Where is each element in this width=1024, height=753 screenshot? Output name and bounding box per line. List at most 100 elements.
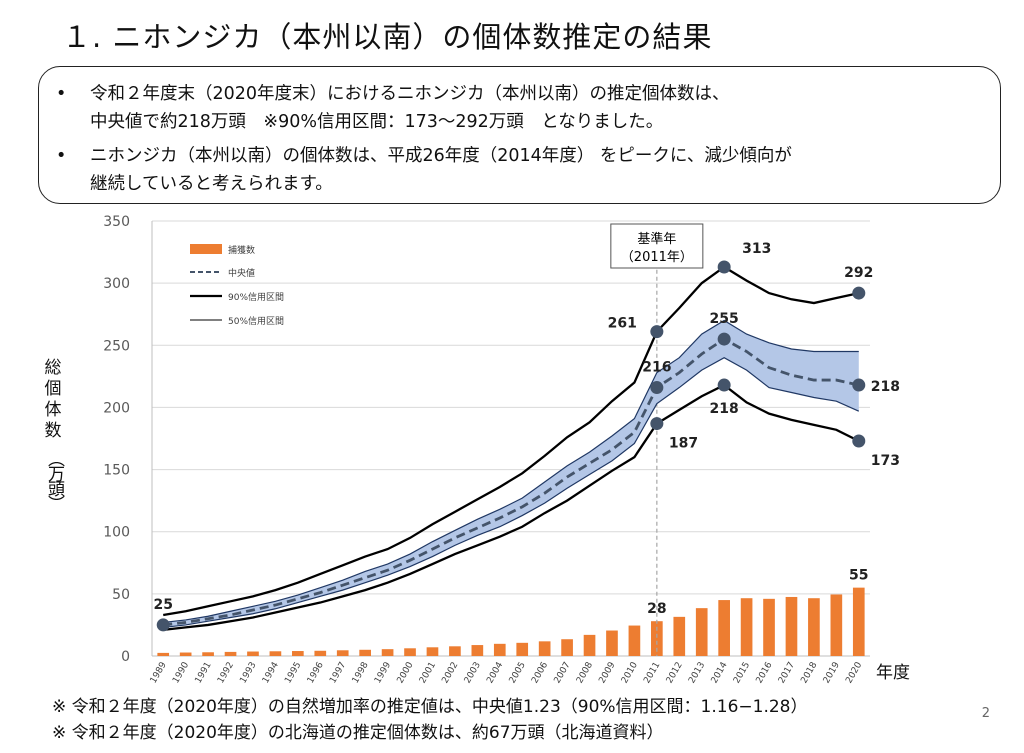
bar	[830, 594, 843, 656]
x-tick-label: 1989	[149, 660, 169, 685]
bar	[785, 596, 798, 656]
reference-label: （2011年）	[621, 250, 693, 265]
footnote-2: ※ 令和２年度（2020年度）の北海道の推定個体数は、約67万頭（北海道資料）	[52, 723, 664, 743]
bar	[493, 643, 506, 656]
data-point-label: 261	[608, 316, 637, 332]
reference-box	[610, 223, 704, 269]
data-point-label: 216	[642, 360, 671, 376]
summary-bullet-1: • 令和２年度末（2020年度末）におけるニホンジカ（本州以南）の推定個体数は、…	[56, 80, 730, 136]
bar	[763, 598, 775, 656]
y-axis-unit: （万頭）	[44, 450, 64, 510]
data-point-label: 255	[710, 311, 739, 327]
x-axis-label: 年度	[876, 663, 910, 683]
bar	[673, 616, 686, 656]
bar	[808, 598, 820, 656]
bar	[381, 649, 394, 656]
x-tick-label: 1995	[283, 661, 303, 686]
bar	[157, 652, 170, 656]
bar	[628, 625, 641, 656]
bar	[202, 652, 214, 656]
x-tick-label: 2011	[642, 661, 662, 686]
summary-bullet-1-line-1: 令和２年度末（2020年度末）におけるニホンジカ（本州以南）の推定個体数は、	[90, 84, 730, 104]
x-tick-label: 1996	[306, 660, 326, 685]
x-tick-label: 1991	[194, 661, 214, 686]
data-point-label: 218	[871, 379, 900, 395]
bar	[651, 621, 663, 656]
bar	[247, 651, 259, 656]
x-tick-label: 1998	[351, 660, 371, 685]
bar	[224, 651, 237, 656]
x-tick-label: 2004	[485, 660, 505, 685]
page-number: 2	[981, 706, 990, 721]
y-tick-label: 200	[103, 400, 130, 416]
bar	[718, 600, 730, 656]
x-tick-label: 2018	[799, 660, 819, 685]
data-point-marker	[650, 381, 664, 395]
bar	[426, 647, 439, 656]
data-point-marker	[852, 286, 866, 300]
y-tick-label: 150	[103, 463, 130, 479]
data-point-label: 313	[742, 241, 771, 257]
bar	[336, 650, 349, 656]
data-point-marker	[852, 434, 866, 448]
data-point-label: 187	[669, 436, 698, 452]
data-point-label: 173	[871, 453, 900, 469]
y-axis-label-char: 個	[44, 379, 62, 399]
x-tick-label: 2005	[508, 661, 528, 686]
bar	[404, 648, 416, 656]
y-axis-label: 総 個 体 数 （万頭）	[42, 358, 64, 510]
data-point-marker	[156, 618, 170, 632]
x-tick-label: 2006	[530, 660, 550, 685]
y-axis-label-char: 数	[44, 421, 62, 441]
y-tick-label: 250	[103, 338, 130, 354]
bar	[359, 649, 371, 656]
legend-swatch-bar	[190, 244, 222, 254]
data-point-marker	[717, 332, 731, 346]
x-tick-label: 2001	[418, 661, 438, 686]
bullet-dot: •	[56, 84, 67, 104]
bar-value-label: 28	[647, 601, 666, 617]
series-90-lower	[163, 383, 860, 632]
data-point-marker	[717, 260, 731, 274]
data-point-marker	[852, 378, 866, 392]
x-tick-label: 2008	[575, 660, 595, 685]
summary-bullet-2-line-2: 継続していると考えられます。	[90, 174, 333, 194]
bar	[449, 646, 461, 656]
bullet-dot: •	[56, 146, 67, 166]
summary-box	[38, 66, 1001, 204]
summary-bullet-2: • ニホンジカ（本州以南）の個体数は、平成26年度（2014年度） をピークに、…	[56, 142, 792, 198]
bar	[606, 630, 618, 656]
x-tick-label: 2015	[732, 661, 752, 686]
x-tick-label: 2007	[553, 661, 573, 686]
data-point-marker	[717, 378, 731, 392]
x-tick-label: 2009	[597, 660, 617, 685]
x-tick-label: 1999	[373, 660, 393, 685]
bar	[852, 587, 865, 656]
y-tick-label: 50	[112, 587, 130, 603]
footnote-1: ※ 令和２年度（2020年度）の自然増加率の推定値は、中央値1.23（90%信用…	[52, 697, 808, 717]
y-axis-label-char: 体	[44, 400, 62, 420]
legend-label: 90%信用区間	[228, 291, 284, 303]
data-point-label: 218	[710, 401, 739, 417]
series-50-upper	[163, 319, 859, 624]
page-title: １. ニホンジカ（本州以南）の個体数推定の結果	[62, 20, 713, 54]
bar	[516, 642, 529, 656]
x-tick-label: 2020	[844, 660, 864, 685]
bar	[292, 651, 304, 656]
data-point-label: 25	[153, 597, 172, 613]
legend-label: 50%信用区間	[228, 315, 284, 327]
x-tick-label: 2016	[755, 660, 775, 685]
x-tick-label: 1993	[238, 661, 258, 686]
x-tick-label: 2014	[710, 660, 730, 685]
series-90-upper	[163, 265, 860, 617]
x-tick-label: 2017	[777, 661, 797, 686]
legend-label: 捕獲数	[228, 244, 255, 256]
x-tick-label: 2019	[822, 660, 842, 685]
summary-bullet-2-line-1: ニホンジカ（本州以南）の個体数は、平成26年度（2014年度） をピークに、減少…	[90, 146, 792, 166]
bar	[695, 608, 708, 656]
summary-bullet-1-line-2: 中央値で約218万頭 ※90%信用区間：173～292万頭 となりました。	[90, 112, 664, 132]
series-50-lower	[163, 357, 860, 629]
y-tick-label: 100	[103, 525, 130, 541]
bar	[471, 645, 484, 656]
